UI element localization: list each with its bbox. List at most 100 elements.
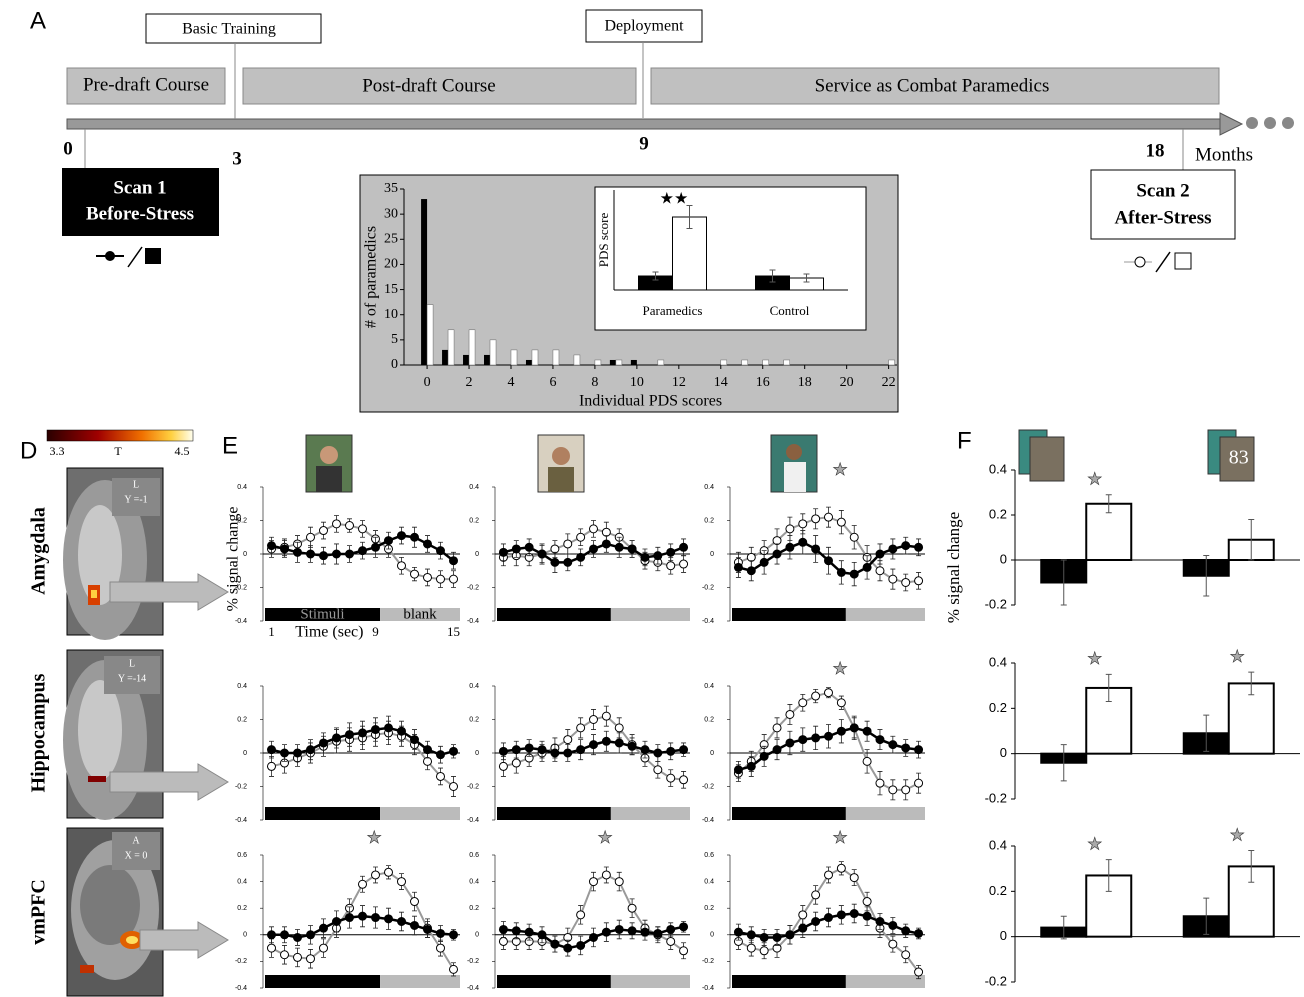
data-point [307,955,315,963]
bar [421,199,427,365]
category-label: 33 [1081,447,1101,469]
stimulus-bar [497,975,611,988]
data-point [799,520,807,528]
data-point [424,757,432,765]
face-thumbnail [538,435,584,492]
data-point [590,878,598,886]
data-point [863,898,871,906]
data-point [333,520,341,528]
data-point [837,911,845,919]
image-coordinate: X = 0 [125,850,148,861]
y-tick-label: -0.4 [467,985,479,992]
data-point [564,944,572,952]
y-tick-label: -0.2 [235,783,247,790]
data-point [437,547,445,555]
data-point [812,545,820,553]
y-axis-label: % signal change [225,507,242,612]
phase-label: Pre-draft Course [83,74,209,95]
blank-bar [380,975,460,988]
data-point [812,891,820,899]
colorbar [47,430,193,441]
data-point [294,933,302,941]
data-point [889,545,897,553]
legend-marker [1135,257,1145,267]
data-point [734,928,742,936]
data-point [915,779,923,787]
panel-b-inset [595,187,866,330]
data-point [499,762,507,770]
data-point [268,542,276,550]
y-tick-label: 0.2 [237,716,247,723]
data-point [812,918,820,926]
significance-star: ★ [1230,647,1245,666]
data-point [385,868,393,876]
y-tick-label: -0.4 [235,618,247,625]
y-tick-label: 0.2 [704,905,714,912]
data-point [411,570,419,578]
unit-label: Months [1195,144,1253,165]
data-point [450,965,458,973]
y-tick-label: 0 [475,932,479,939]
data-point [512,746,520,754]
data-point [812,692,820,700]
data-point [590,525,598,533]
data-point [747,762,755,770]
data-point [437,929,445,937]
data-point [799,911,807,919]
data-point [307,550,315,558]
bar [532,350,538,365]
stimulus-bar [265,975,380,988]
brain-image [67,828,163,996]
data-point [499,747,507,755]
data-point [385,537,393,545]
data-point [372,543,380,551]
colorbar-max: 4.5 [175,444,190,458]
data-point [564,736,572,744]
blank-bar [611,975,690,988]
data-point [564,540,572,548]
bar [526,360,532,365]
y-tick-label: 0 [475,551,479,558]
data-point [667,774,675,782]
significance-star: ★ [832,460,847,479]
data-point [424,925,432,933]
category-label: 83 [1229,447,1249,469]
data-point [590,716,598,724]
data-point [333,734,341,742]
image-orientation: A [132,835,140,846]
y-tick-label: 0.2 [989,883,1007,898]
data-point [680,947,688,955]
colorbar-label: T [114,444,122,458]
face-thumbnail [306,435,352,492]
significance-star: ★ [832,659,847,678]
data-point [825,513,833,521]
data-point [863,912,871,920]
data-point [268,762,276,770]
blank-label: blank [403,606,437,622]
data-point [450,783,458,791]
data-point [602,712,610,720]
data-point [512,759,520,767]
x-tick-label: 1 [268,624,275,639]
data-point [747,931,755,939]
data-point [850,533,858,541]
significance-star: ★ [1230,825,1245,844]
data-point [333,918,341,926]
y-tick-label: 0.2 [989,700,1007,715]
data-point [525,543,533,551]
scan-subtitle: Before-Stress [86,203,194,224]
data-point [411,533,419,541]
event-label: Basic Training [182,21,276,38]
y-tick-label: -0.2 [985,596,1007,611]
image-coordinate: Y =-14 [118,673,146,684]
data-point [825,689,833,697]
data-point [551,940,559,948]
y-tick-label: 0.2 [469,716,479,723]
y-tick-label: 0.4 [989,837,1007,852]
data-point [747,944,755,952]
data-point [268,931,276,939]
bar [442,350,448,365]
stimulus-thumbnail [1019,430,1064,481]
significance-star: ★ [1087,649,1102,668]
significance-star: ★ [367,828,382,847]
